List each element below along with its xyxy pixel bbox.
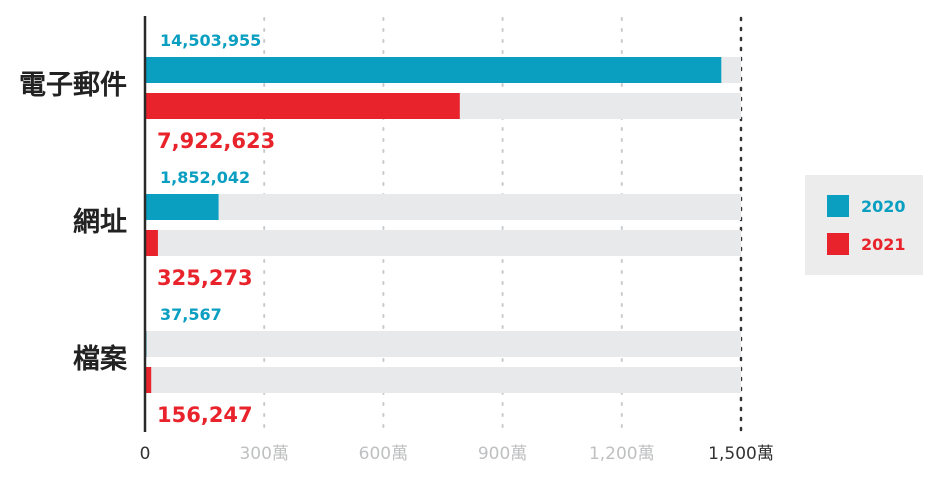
value-label-2020: 37,567 bbox=[160, 305, 222, 324]
category-label: 網址 bbox=[73, 206, 127, 238]
legend-item-2021: 2021 bbox=[827, 233, 906, 255]
x-tick-label: 600萬 bbox=[359, 444, 408, 464]
bar-2020 bbox=[145, 57, 722, 83]
value-label-2020: 14,503,955 bbox=[160, 31, 261, 50]
bar-track bbox=[145, 230, 741, 256]
bar-2021 bbox=[145, 230, 158, 256]
legend-label-2021: 2021 bbox=[861, 234, 906, 254]
legend-swatch-2021 bbox=[827, 233, 849, 255]
category-label: 電子郵件 bbox=[19, 70, 127, 101]
x-tick-label: 1,500萬 bbox=[708, 444, 774, 464]
x-tick-label: 1,200萬 bbox=[589, 444, 655, 464]
bar-track bbox=[145, 331, 741, 357]
value-label-2021: 156,247 bbox=[157, 403, 253, 427]
bar-2020 bbox=[145, 194, 219, 220]
x-tick-label: 300萬 bbox=[239, 444, 288, 464]
value-label-2020: 1,852,042 bbox=[160, 168, 250, 187]
x-tick-label: 0 bbox=[140, 444, 151, 464]
legend-label-2020: 2020 bbox=[861, 196, 906, 216]
legend: 2020 2021 bbox=[805, 175, 923, 275]
x-tick-label: 900萬 bbox=[478, 444, 527, 464]
legend-item-2020: 2020 bbox=[827, 195, 906, 217]
value-label-2021: 7,922,623 bbox=[157, 129, 275, 153]
value-label-2021: 325,273 bbox=[157, 266, 253, 290]
bar-track bbox=[145, 194, 741, 220]
bar-track bbox=[145, 367, 741, 393]
category-label: 檔案 bbox=[73, 343, 128, 375]
bar-2021 bbox=[145, 93, 460, 119]
bar-2021 bbox=[145, 367, 152, 393]
legend-swatch-2020 bbox=[827, 195, 849, 217]
